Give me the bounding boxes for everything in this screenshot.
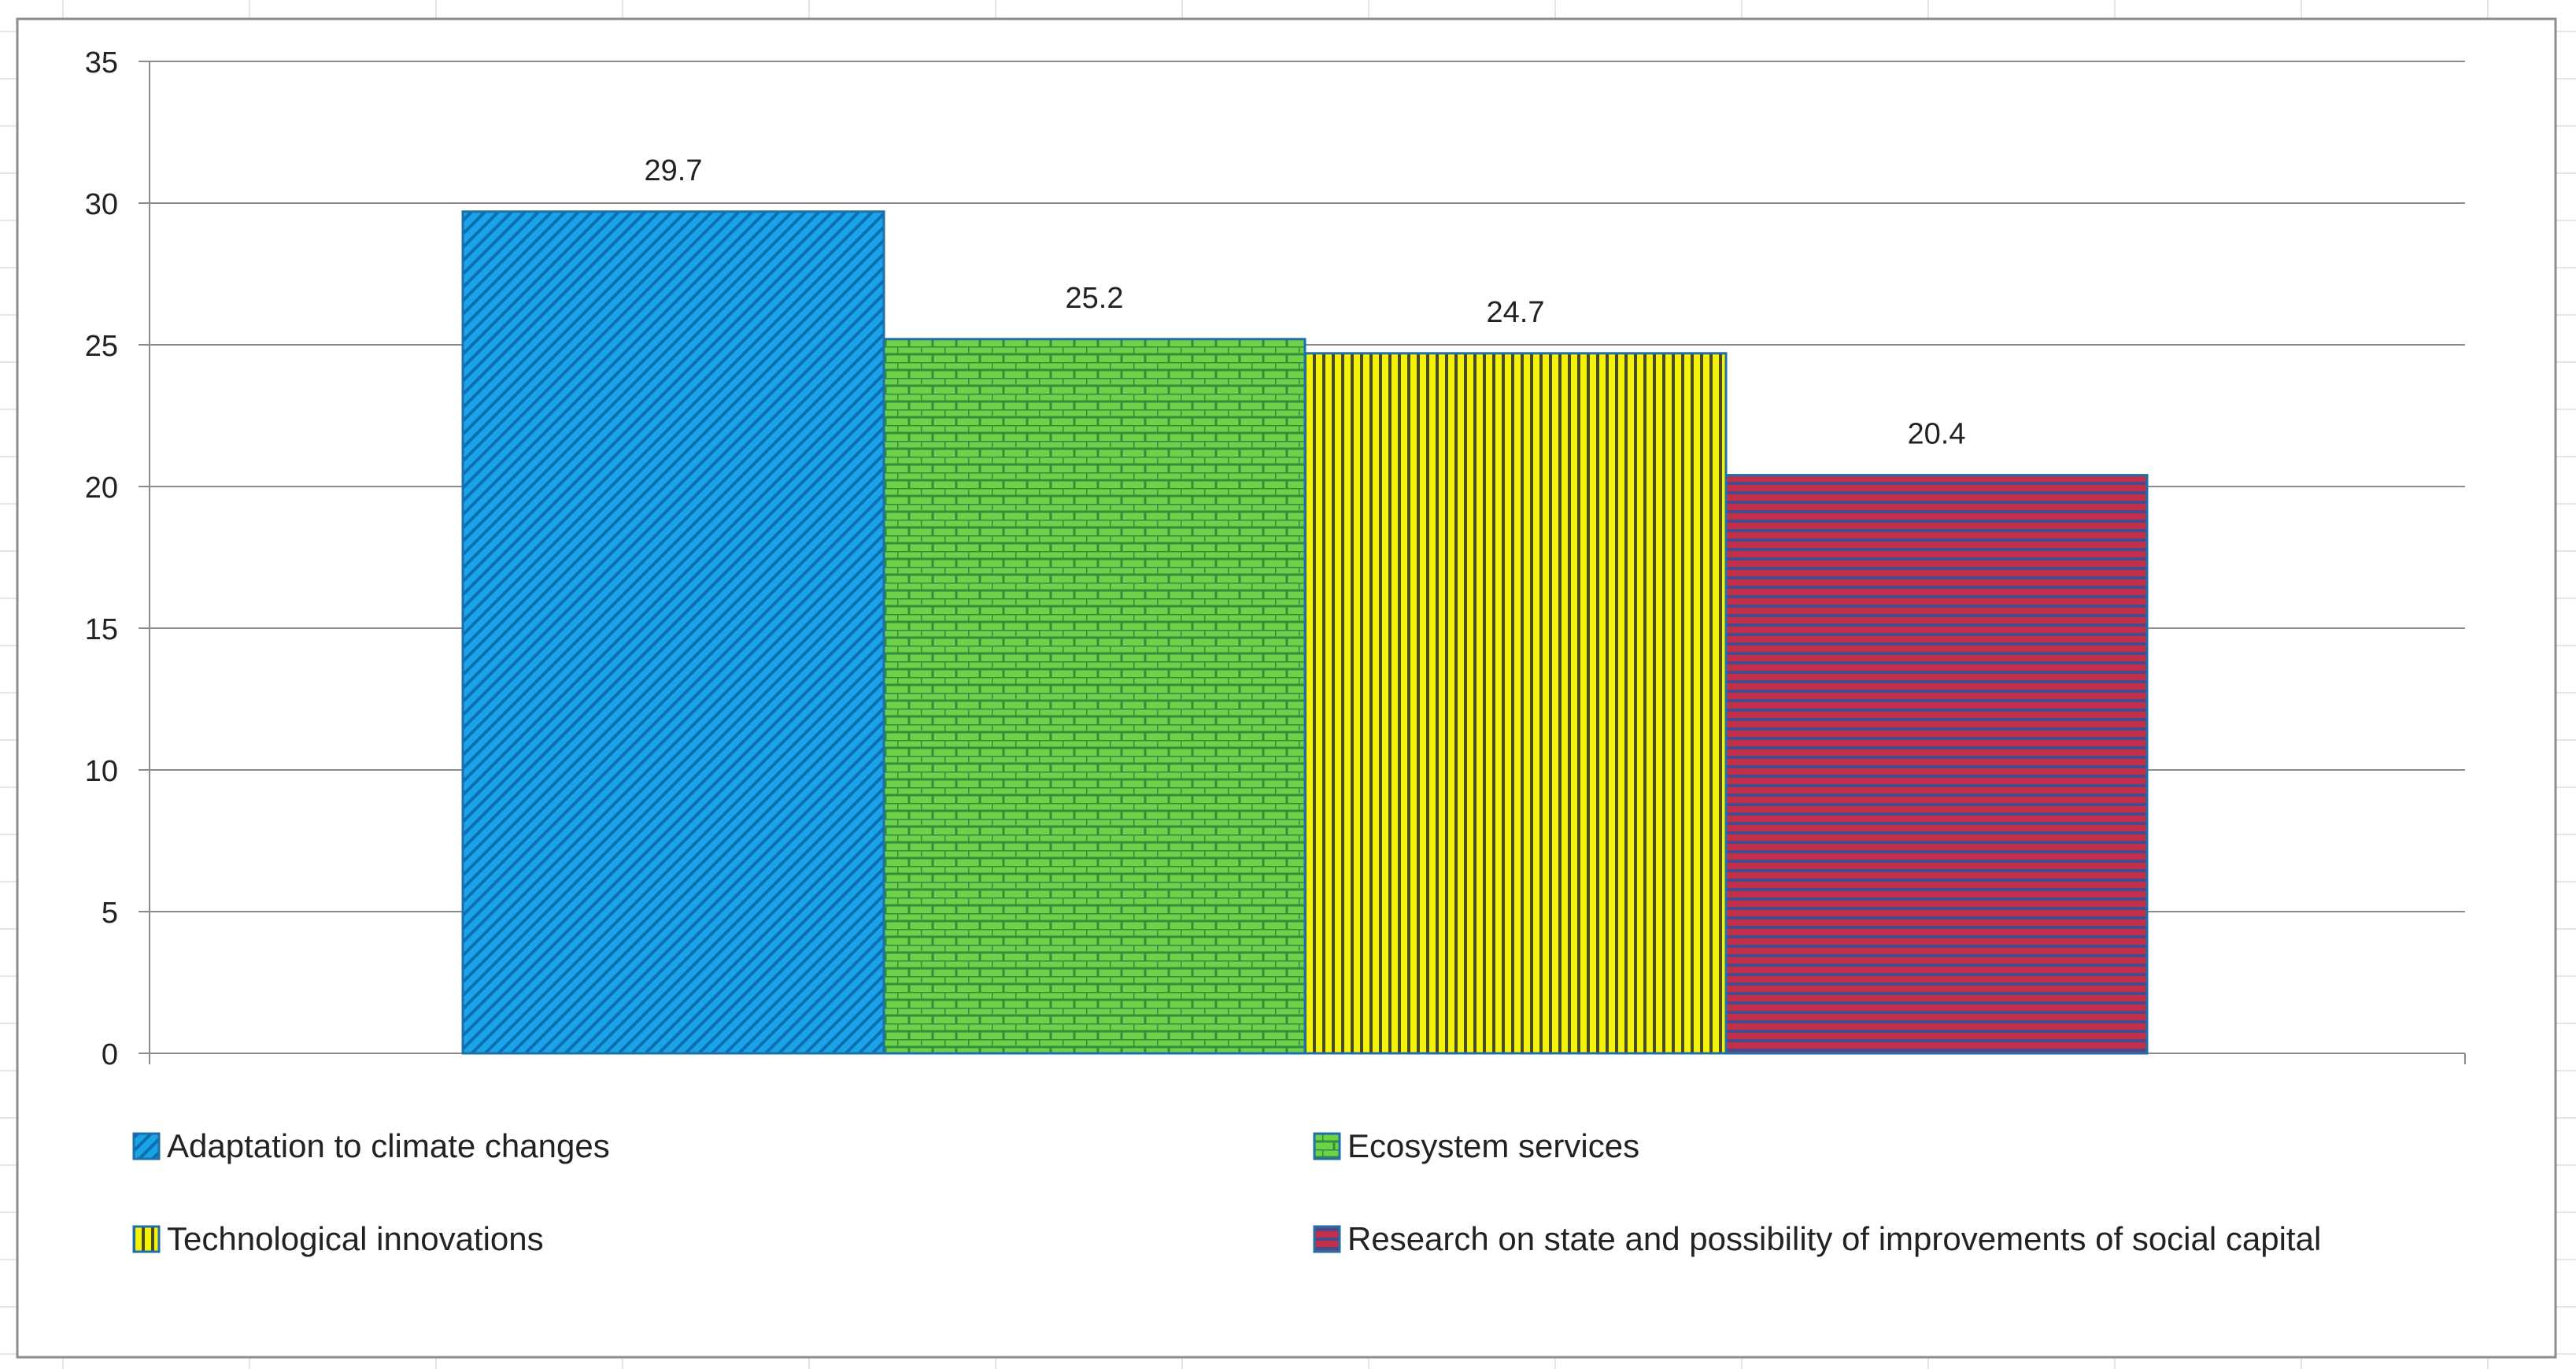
y-tick-label: 20 [85,472,118,505]
bars [461,210,2149,1055]
y-tick-label: 35 [85,46,118,80]
legend-label: Research on state and possibility of imp… [1347,1220,2321,1257]
y-tick-label: 15 [85,613,118,646]
bar-2 [882,338,1306,1055]
bar-value-label: 29.7 [645,154,703,187]
legend-label: Technological innovations [167,1220,544,1257]
bar-4 [1724,474,2149,1055]
y-tick-label: 0 [102,1038,118,1071]
y-tick-label: 5 [102,897,118,930]
value-labels: 29.7 25.2 24.7 20.4 [645,154,1966,451]
bar-value-label: 20.4 [1908,418,1966,451]
y-tick-label: 10 [85,755,118,788]
bar-1 [461,210,885,1055]
bar-3 [1303,352,1728,1055]
legend-label: Ecosystem services [1347,1127,1639,1164]
legend-swatch [132,1225,161,1253]
legend-swatch [1313,1225,1341,1253]
legend-swatch [1313,1132,1341,1160]
bar-value-label: 25.2 [1066,282,1124,315]
legend: Adaptation to climate changes Ecosystem s… [132,1127,2321,1257]
y-tick-label: 25 [85,330,118,363]
y-axis: 0 5 10 15 20 25 30 35 [85,46,2466,1071]
y-tick-label: 30 [85,188,118,221]
bar-value-label: 24.7 [1487,296,1545,329]
legend-swatch [132,1132,161,1160]
legend-label: Adaptation to climate changes [167,1127,610,1164]
